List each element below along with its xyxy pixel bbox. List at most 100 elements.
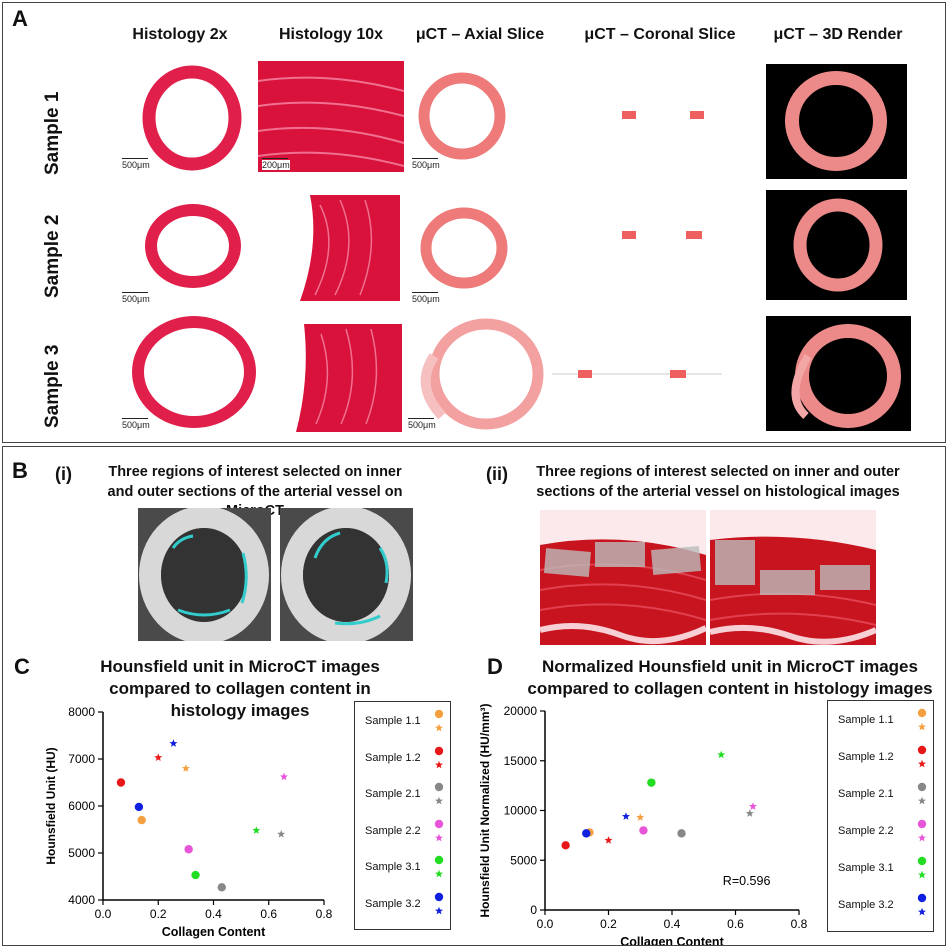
chart-c-legend: Sample 1.1 Sample 1.2 Sample 2.1 Sample 2.2…	[354, 701, 451, 930]
data-point-star	[181, 764, 190, 772]
axial-slice-sample-2-image	[420, 207, 508, 289]
legend-star	[918, 833, 926, 842]
histology-10x-sample-3-image	[296, 324, 402, 432]
chart-d-legend: Sample 1.1 Sample 1.2 Sample 2.1 Sample 2.2…	[827, 700, 934, 932]
coronal-slice-sample-2-image	[622, 231, 702, 239]
legend-dot	[434, 746, 444, 755]
legend-label: Sample 1.1	[838, 714, 894, 726]
legend-marker	[434, 782, 444, 805]
legend-dot	[917, 856, 927, 866]
legend-label: Sample 2.1	[365, 788, 421, 800]
data-point-dot	[639, 826, 648, 835]
legend-dot	[434, 819, 444, 828]
panel-a-letter: A	[12, 6, 28, 31]
legend-dot	[434, 782, 444, 792]
axial-slice-sample-1-image	[418, 72, 506, 160]
panel-d-letter: D	[487, 654, 503, 679]
data-point-star	[621, 812, 630, 820]
y-tick-label: 0	[530, 903, 537, 917]
x-tick-label: 0.6	[727, 917, 744, 931]
data-point-star	[604, 836, 613, 844]
legend-dot	[434, 892, 444, 901]
legend-marker	[917, 819, 927, 842]
legend-marker	[917, 893, 927, 916]
x-tick-label: 0.2	[150, 907, 167, 921]
x-tick-label: 0.4	[664, 917, 681, 931]
legend-label: Sample 2.1	[838, 788, 894, 800]
data-point-star	[169, 739, 178, 747]
column-header-coronal-slice: μCT – Coronal Slice	[584, 26, 736, 43]
3d-render-sample-3-image	[766, 316, 911, 431]
legend-marker	[434, 746, 444, 768]
row-label-sample-2: Sample 2	[42, 214, 63, 298]
scale-bar-500: 500μm	[122, 158, 150, 170]
y-tick-label: 5000	[68, 846, 95, 860]
y-tick-label: 15000	[504, 754, 538, 768]
legend-star	[435, 760, 443, 768]
data-point-dot	[582, 829, 591, 838]
data-point-dot	[191, 870, 200, 880]
legend-star	[918, 722, 926, 731]
correlation-annotation: R=0.596	[723, 874, 771, 888]
legend-marker	[434, 709, 444, 732]
histology-10x-sample-1-image	[258, 61, 404, 172]
y-tick-label: 20000	[504, 704, 538, 718]
panel-b-ii-title: Three regions of interest selected on in…	[536, 464, 900, 500]
legend-star	[918, 870, 926, 879]
data-point-star	[252, 826, 261, 834]
legend-marker	[917, 782, 927, 805]
legend-label: Sample 1.1	[365, 715, 421, 727]
coronal-slice-sample-1-image	[622, 111, 704, 119]
legend-marker	[434, 819, 444, 841]
data-point-dot	[184, 845, 193, 854]
chart-d-title: Normalized Hounsfield unit in MicroCT im…	[527, 657, 933, 699]
scale-bar-500: 500μm	[122, 418, 150, 430]
legend-star	[918, 759, 926, 768]
y-axis-label: Hounsfield Unit (HU)	[44, 747, 58, 864]
column-header-axial-slice: μCT – Axial Slice	[415, 26, 545, 43]
chart-d-plot: 0.0 0.2 0.4 0.6 0.8 0 5000 10000 15000 20000 Colla…	[478, 703, 808, 945]
data-point-star	[717, 750, 726, 759]
microct-roi-image-2	[280, 508, 413, 641]
y-tick-label: 6000	[68, 799, 95, 813]
data-point-dot	[647, 778, 656, 787]
data-point-dot	[677, 829, 686, 838]
histology-roi-image-2	[710, 510, 876, 645]
data-point-star	[748, 802, 757, 810]
legend-marker	[434, 855, 444, 878]
microct-roi-image-1	[138, 508, 271, 641]
data-point-star	[745, 809, 754, 817]
y-tick-label: 4000	[68, 893, 95, 907]
legend-dot	[917, 819, 927, 829]
legend-star	[918, 796, 926, 805]
chart-c-plot: 0.0 0.2 0.4 0.6 0.8 4000 5000 6000 7000 8000 Colla…	[44, 705, 333, 939]
legend-star	[435, 833, 443, 841]
scale-bar-500: 500μm	[412, 158, 440, 170]
column-header-histology-2x: Histology 2x	[132, 26, 228, 43]
legend-label: Sample 2.2	[838, 825, 894, 837]
histology-2x-sample-1-image	[142, 65, 242, 171]
row-label-sample-3: Sample 3	[42, 344, 63, 428]
legend-star	[435, 723, 443, 732]
chart-c-title: Hounsfield unit in MicroCT images compar…	[100, 657, 380, 721]
data-point-star	[154, 753, 163, 761]
legend-label: Sample 1.2	[365, 751, 421, 764]
data-point-dot	[561, 841, 570, 850]
legend-label: Sample 3.2	[365, 897, 421, 910]
legend-label: Sample 3.1	[838, 862, 894, 874]
3d-render-sample-2-image	[766, 190, 907, 300]
row-label-sample-1: Sample 1	[42, 91, 63, 175]
legend-dot	[917, 745, 927, 755]
legend-dot	[917, 893, 927, 903]
legend-dot	[917, 782, 927, 792]
x-axis-label: Collagen Content	[162, 925, 266, 939]
legend-label: Sample 3.1	[365, 861, 421, 873]
legend-marker	[917, 856, 927, 879]
legend-label: Sample 3.2	[838, 899, 894, 911]
x-tick-label: 0.2	[600, 917, 617, 931]
data-point-dot	[134, 802, 144, 812]
data-point-star	[636, 813, 645, 821]
panel-c-letter: C	[14, 654, 30, 679]
y-tick-label: 7000	[68, 752, 95, 766]
column-header-3d-render: μCT – 3D Render	[773, 26, 903, 43]
